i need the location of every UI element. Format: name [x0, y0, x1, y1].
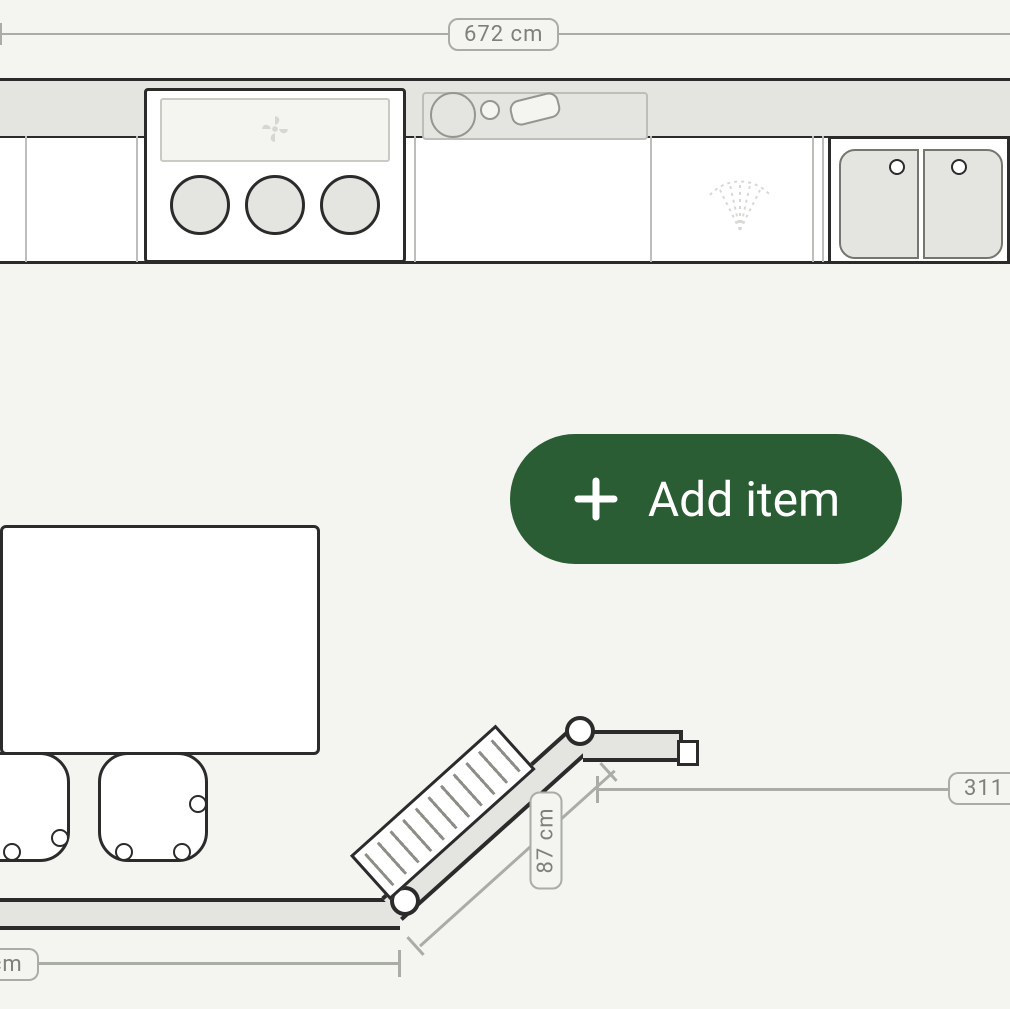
dimension-line-bottom — [0, 962, 400, 965]
dimension-tick — [398, 950, 401, 977]
chair-leg — [402, 565, 422, 585]
add-item-label: Add item — [648, 471, 840, 528]
chair[interactable] — [313, 553, 437, 677]
sink-tap — [889, 159, 905, 175]
chair-leg — [405, 642, 425, 662]
plus-icon — [572, 475, 620, 523]
chair-leg — [189, 795, 207, 813]
dimension-tick — [596, 776, 599, 803]
floorplan-canvas[interactable]: 672 cm — [0, 0, 1010, 1009]
dimension-label-top: 672 cm — [448, 18, 559, 51]
cabinet-divider — [822, 136, 824, 262]
chair-leg — [115, 843, 133, 861]
cabinet-divider — [812, 136, 814, 262]
dimension-label-bottom: 2 cm — [0, 948, 39, 981]
dimension-label-right: 311 c — [948, 772, 1010, 805]
stove-burner — [245, 175, 305, 235]
wall-node[interactable] — [565, 716, 595, 746]
cabinet-divider — [414, 136, 416, 262]
chair[interactable] — [98, 752, 208, 862]
chair-leg — [328, 645, 348, 665]
sink-basin-left — [839, 149, 919, 259]
cabinet-divider — [136, 136, 138, 262]
dining-table[interactable] — [0, 525, 320, 755]
fan-icon — [258, 112, 292, 146]
wall-segment[interactable] — [0, 898, 400, 930]
wall-segment[interactable] — [583, 730, 683, 762]
cabinet-divider — [650, 136, 652, 262]
dimension-label-diag: 87 cm — [530, 792, 563, 890]
chair-leg — [173, 843, 191, 861]
add-item-button[interactable]: Add item — [510, 434, 902, 564]
sink-tap — [480, 100, 500, 120]
sink-tap — [951, 159, 967, 175]
chair-leg — [3, 843, 21, 861]
cabinet-divider — [25, 136, 27, 262]
stove-burner — [320, 175, 380, 235]
dimension-tick — [0, 23, 2, 45]
chair[interactable] — [0, 752, 70, 862]
double-sink[interactable] — [828, 136, 1010, 264]
stove-burner — [170, 175, 230, 235]
chair-leg — [51, 829, 69, 847]
sink-drain — [430, 92, 476, 138]
